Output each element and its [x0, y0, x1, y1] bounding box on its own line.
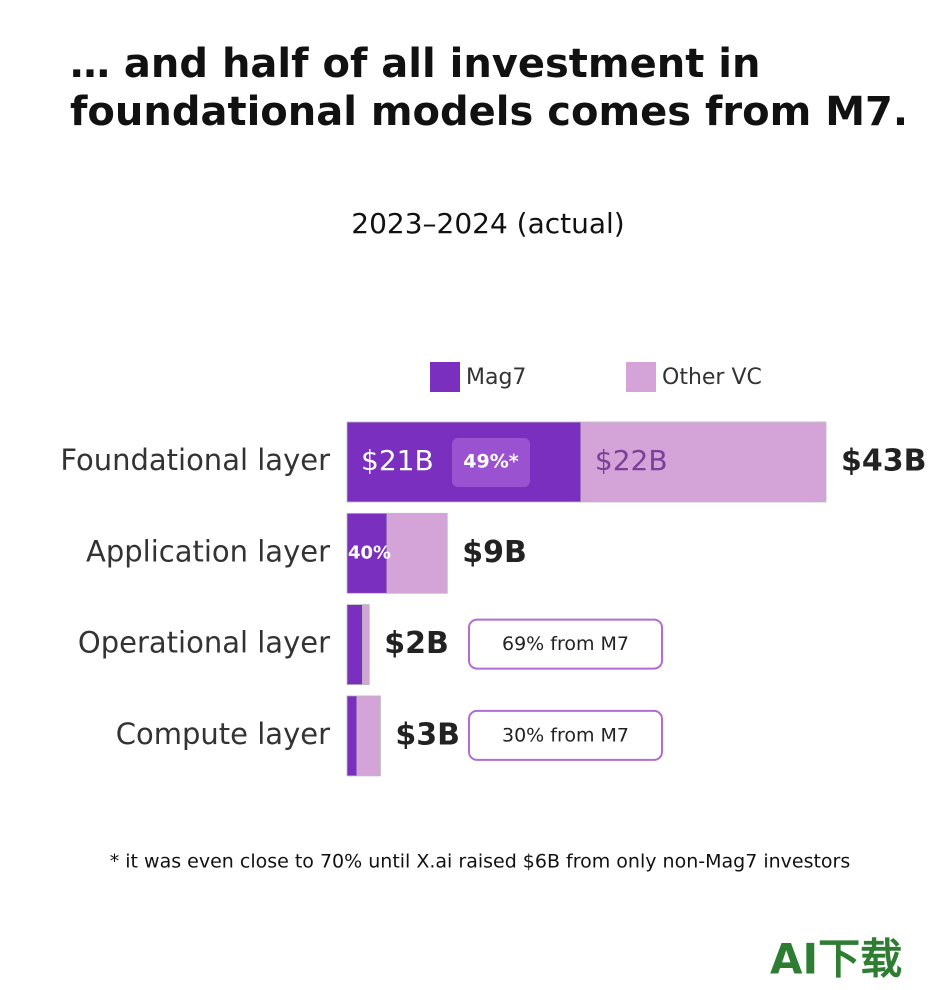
chart-subtitle: 2023–2024 (actual) [351, 207, 624, 240]
watermark: AI下载 [770, 935, 902, 984]
bar-segment [580, 421, 827, 503]
legend-label: Mag7 [466, 365, 526, 390]
total-label: $3B [395, 717, 460, 752]
category-label: Operational layer [78, 626, 330, 660]
bar-segment [346, 512, 388, 594]
bar-segment [356, 695, 381, 777]
value-label: $22B [595, 444, 668, 477]
category-label: Foundational layer [60, 443, 330, 477]
total-label: $2B [384, 626, 449, 661]
legend-label: Other VC [662, 365, 762, 390]
watermark-box [742, 930, 942, 990]
share-badge [452, 438, 530, 487]
value-label: $21B [361, 444, 434, 477]
category-label: Application layer [86, 534, 330, 568]
share-label: 30% from M7 [502, 724, 629, 746]
chart-title-line: … and half of all investment in [70, 41, 760, 87]
legend-swatch [626, 362, 656, 392]
bar-segment [362, 604, 370, 685]
share-label: 40% [348, 542, 391, 563]
category-label: Compute layer [116, 717, 330, 751]
share-label: 49%* [463, 451, 518, 473]
bar-segment [346, 695, 358, 777]
bar-segment [346, 604, 363, 685]
chart-title-line: foundational models comes from M7. [70, 89, 908, 135]
footnote: * it was even close to 70% until X.ai ra… [110, 851, 851, 873]
bar-segment [386, 512, 448, 594]
total-label: $43B [841, 444, 927, 479]
share-label: 69% from M7 [502, 633, 629, 655]
total-label: $9B [462, 535, 527, 570]
legend-swatch [430, 362, 460, 392]
share-callout [468, 709, 664, 761]
share-callout [468, 618, 664, 670]
